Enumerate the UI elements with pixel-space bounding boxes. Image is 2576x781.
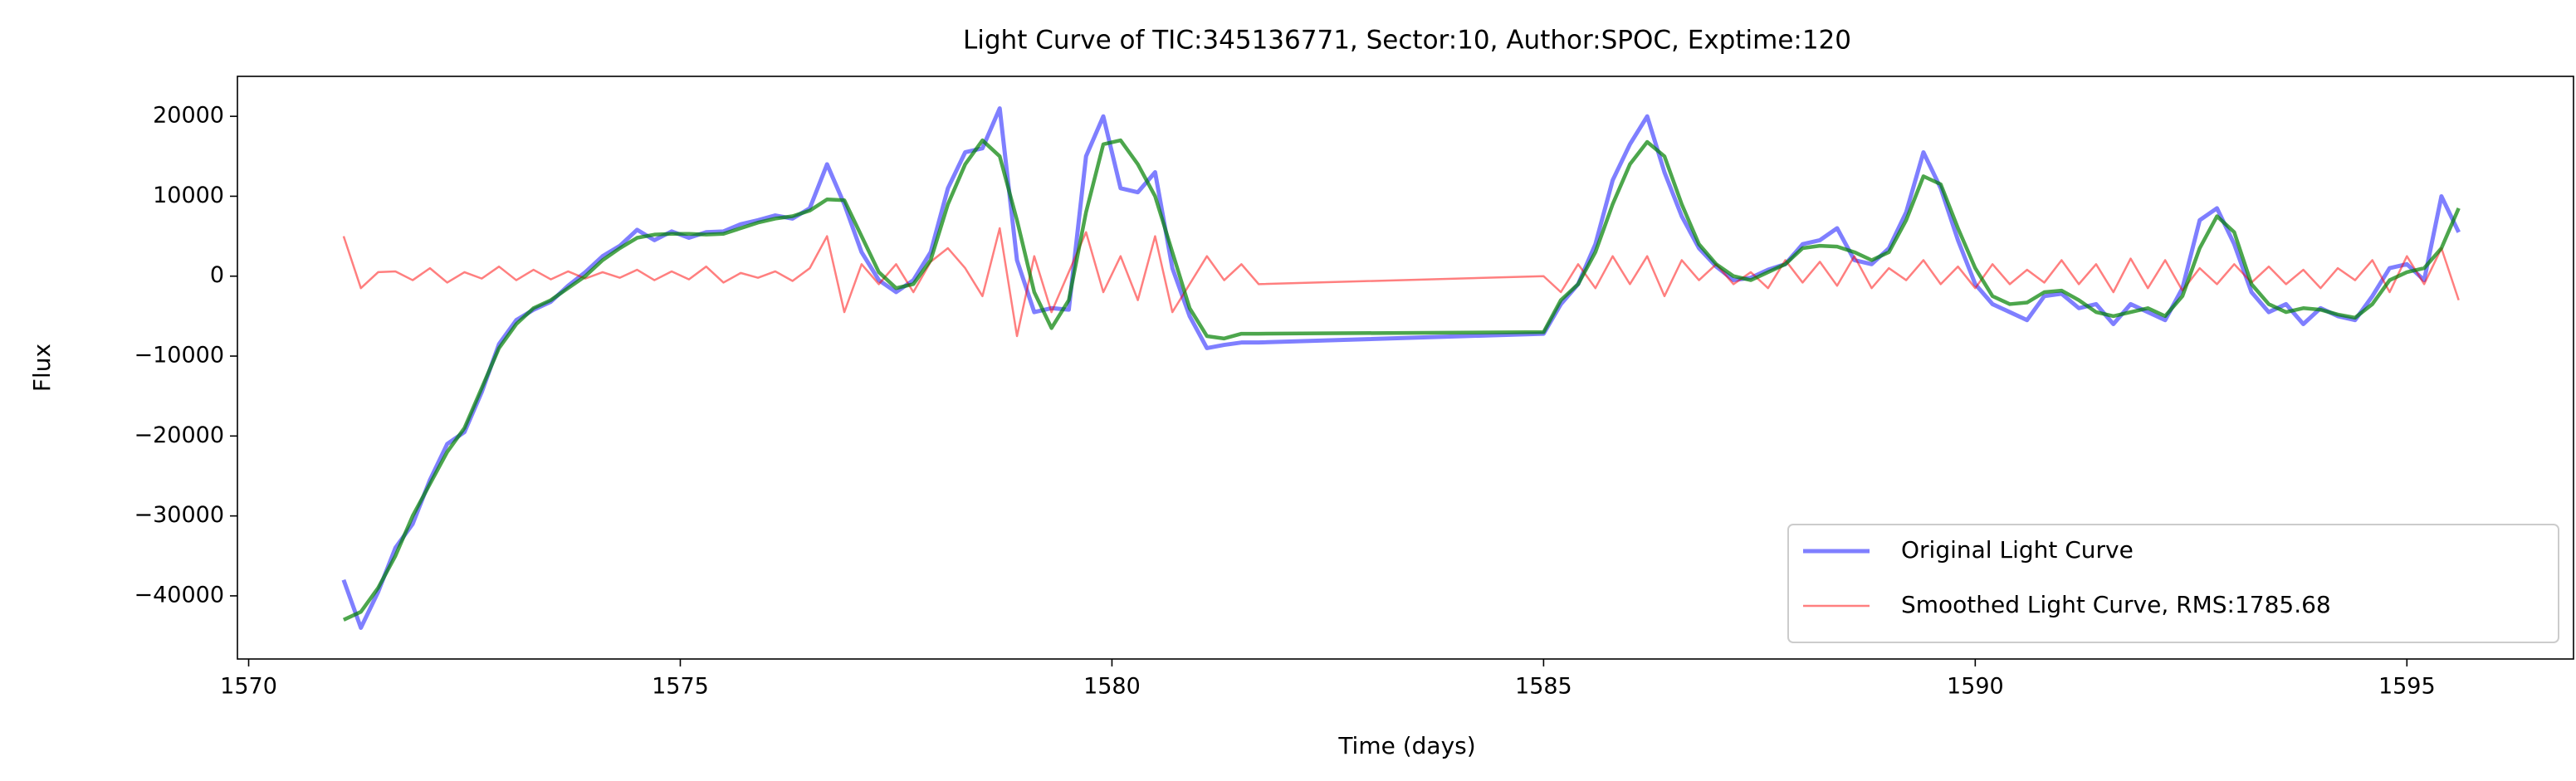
y-tick-label: −40000 bbox=[134, 582, 224, 608]
x-tick-label: 1570 bbox=[220, 674, 277, 700]
x-tick-label: 1575 bbox=[652, 674, 709, 700]
y-tick-label: −10000 bbox=[134, 343, 224, 369]
x-tick-label: 1580 bbox=[1083, 674, 1141, 700]
x-tick-label: 1595 bbox=[2378, 674, 2436, 700]
series-line bbox=[341, 106, 2461, 630]
x-axis-label: Time (days) bbox=[1337, 732, 1475, 759]
y-tick-label: −20000 bbox=[134, 422, 224, 448]
plot-frame bbox=[237, 76, 2574, 660]
y-tick-label: 10000 bbox=[153, 183, 224, 208]
legend-label: Smoothed Light Curve, RMS:1785.68 bbox=[1901, 591, 2331, 618]
x-tick-label: 1585 bbox=[1515, 674, 1572, 700]
y-tick-label: 0 bbox=[210, 262, 224, 288]
series-line bbox=[342, 138, 2461, 622]
x-tick-label: 1590 bbox=[1947, 674, 2004, 700]
chart-title: Light Curve of TIC:345136771, Sector:10,… bbox=[963, 26, 1851, 56]
legend-box bbox=[1787, 524, 2559, 643]
y-tick-label: 20000 bbox=[153, 103, 224, 129]
legend-label: Original Light Curve bbox=[1901, 536, 2134, 564]
y-tick-label: −30000 bbox=[134, 502, 224, 528]
y-axis-label: Flux bbox=[28, 344, 56, 392]
series-line bbox=[342, 227, 2460, 338]
